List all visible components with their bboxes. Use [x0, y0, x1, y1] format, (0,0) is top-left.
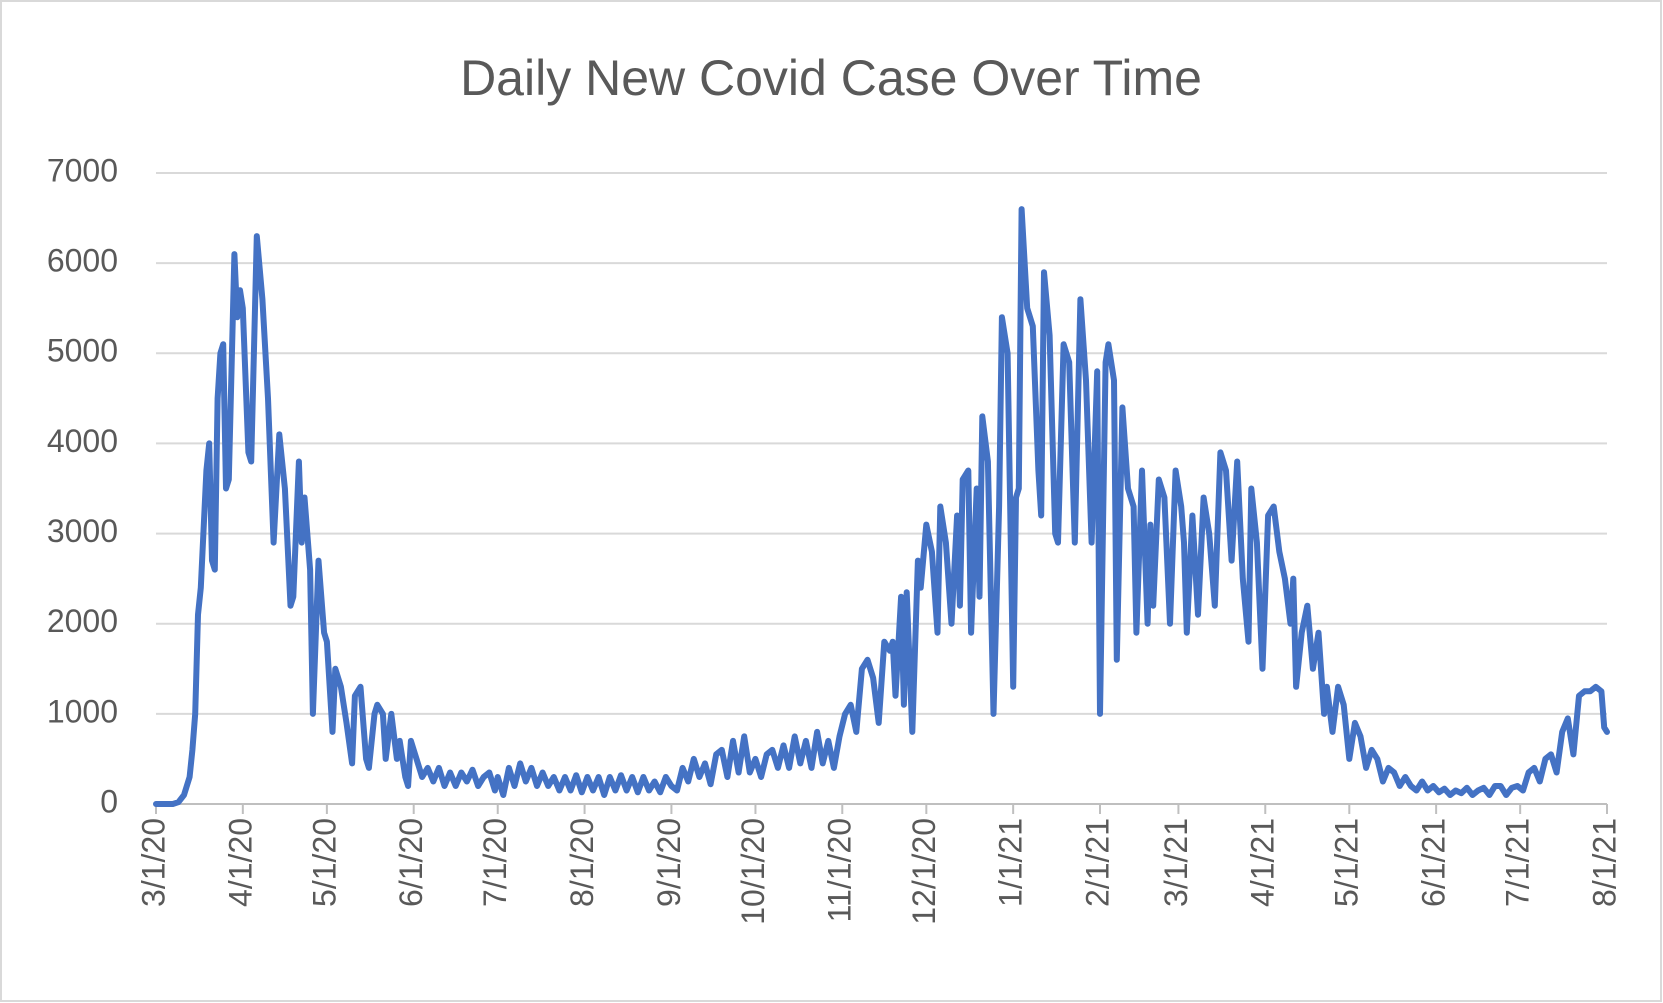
- x-tick-label: 5/1/20: [306, 818, 342, 907]
- x-tick-label: 12/1/20: [906, 818, 942, 925]
- y-tick-label: 3000: [47, 513, 118, 549]
- x-tick-label: 3/1/20: [135, 818, 171, 907]
- y-tick-label: 0: [100, 783, 118, 819]
- y-tick-label: 6000: [47, 243, 118, 279]
- x-tick-label: 5/1/21: [1329, 818, 1365, 907]
- y-tick-label: 1000: [47, 693, 118, 729]
- x-tick-label: 6/1/21: [1416, 818, 1452, 907]
- x-tick-label: 3/1/21: [1158, 818, 1194, 907]
- x-tick-label: 4/1/20: [222, 818, 258, 907]
- y-tick-label: 4000: [47, 423, 118, 459]
- y-tick-label: 5000: [47, 333, 118, 369]
- x-tick-label: 10/1/20: [735, 818, 771, 925]
- y-tick-label: 2000: [47, 603, 118, 639]
- x-tick-label: 11/1/20: [822, 818, 858, 922]
- x-tick-label: 6/1/20: [393, 818, 429, 907]
- x-tick-label: 7/1/20: [477, 818, 513, 907]
- x-tick-label: 9/1/20: [651, 818, 687, 907]
- x-tick-label: 8/1/21: [1586, 818, 1622, 907]
- data-line: [153, 206, 1610, 807]
- x-tick-label: 2/1/21: [1079, 818, 1115, 907]
- x-tick-label: 4/1/21: [1245, 818, 1281, 907]
- x-tick-label: 8/1/20: [564, 818, 600, 907]
- x-tick-label: 1/1/21: [993, 818, 1029, 907]
- y-tick-label: 7000: [47, 152, 118, 188]
- x-tick-label: 7/1/21: [1500, 818, 1536, 907]
- chart-title: Daily New Covid Case Over Time: [460, 50, 1202, 106]
